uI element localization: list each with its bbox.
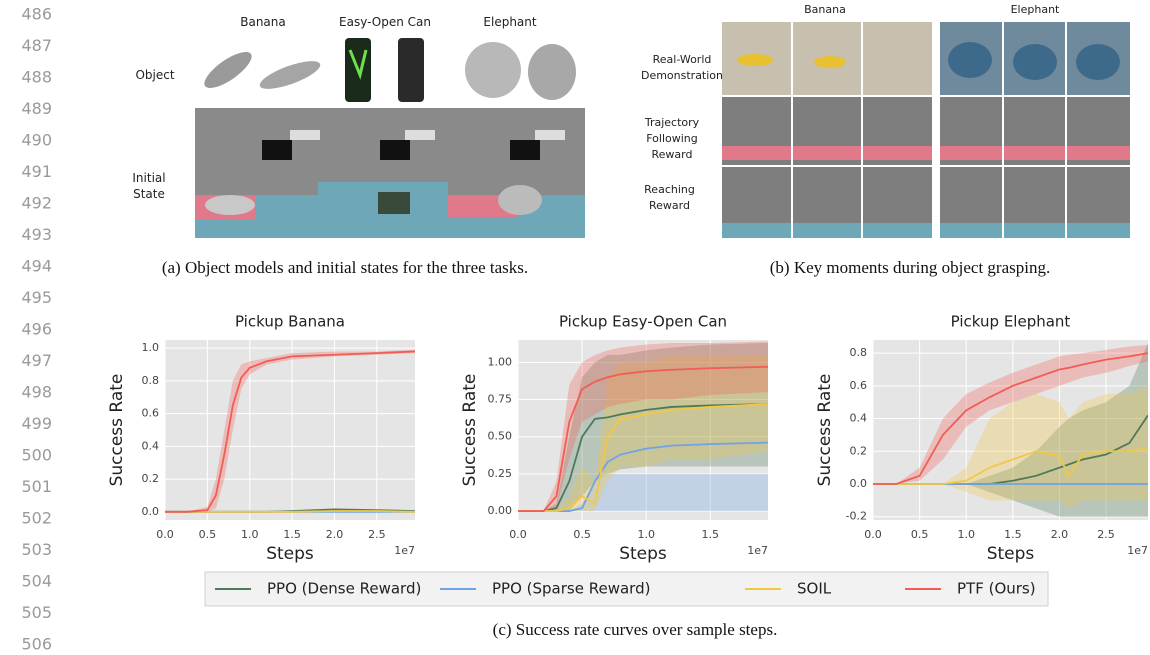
x-tick-label: 0.5 [573, 528, 591, 541]
line-number: 502 [21, 509, 52, 528]
line-number: 493 [21, 225, 52, 244]
y-tick-label: 1.00 [488, 355, 513, 368]
x-offset-label: 1e7 [394, 544, 415, 557]
row-label: Reaching Reward [637, 182, 702, 214]
caption: (c) Success rate curves over sample step… [300, 620, 970, 640]
line-number: 492 [21, 194, 52, 213]
x-offset-label: 1e7 [1127, 544, 1148, 557]
line-number: 499 [21, 414, 52, 433]
legend-label: PTF (Ours) [957, 580, 1036, 598]
y-tick-label: 0.2 [850, 444, 868, 457]
x-tick-label: 2.5 [1097, 528, 1115, 541]
row-label: Initial State [120, 170, 178, 202]
column-label: Banana [228, 14, 298, 30]
line-number: 496 [21, 320, 52, 339]
line-number: 490 [21, 131, 52, 150]
row-label: Real-World Demonstration [637, 52, 727, 84]
y-tick-label: 0.8 [142, 374, 160, 387]
y-tick-label: 0.6 [142, 407, 160, 420]
y-tick-label: 1.0 [142, 341, 160, 354]
y-tick-label: 0.4 [850, 412, 868, 425]
plot-area [165, 340, 415, 520]
line-number: 500 [21, 446, 52, 465]
x-tick-label: 1.5 [702, 528, 720, 541]
x-tick-label: 2.0 [326, 528, 344, 541]
x-axis-label: Steps [619, 544, 667, 564]
y-tick-label: 0.0 [850, 477, 868, 490]
x-axis-label: Steps [266, 544, 314, 564]
chart-title: Pickup Elephant [951, 313, 1071, 331]
line-number: 505 [21, 603, 52, 622]
caption: (a) Object models and initial states for… [100, 258, 590, 278]
x-tick-label: 1.0 [241, 528, 259, 541]
line-number: 488 [21, 68, 52, 87]
legend-label: PPO (Dense Reward) [267, 580, 421, 598]
column-label: Easy-Open Can [330, 14, 440, 30]
legend-label: PPO (Sparse Reward) [492, 580, 650, 598]
line-number: 497 [21, 351, 52, 370]
line-number: 491 [21, 162, 52, 181]
x-offset-label: 1e7 [747, 544, 768, 557]
row-label: Trajectory Following Reward [637, 115, 707, 163]
y-tick-label: 0.8 [850, 346, 868, 359]
line-number: 503 [21, 540, 52, 559]
y-axis-label: Success Rate [815, 374, 835, 487]
chart-title: Pickup Easy-Open Can [559, 313, 727, 331]
column-label: Elephant [1000, 2, 1070, 18]
x-tick-label: 1.5 [1004, 528, 1022, 541]
line-number: 501 [21, 477, 52, 496]
legend-label: SOIL [797, 580, 832, 598]
y-axis-label: Success Rate [107, 374, 127, 487]
y-tick-label: 0.0 [142, 505, 160, 518]
line-number: 498 [21, 383, 52, 402]
y-tick-label: 0.2 [142, 472, 160, 485]
column-label: Elephant [470, 14, 550, 30]
x-tick-label: 1.0 [957, 528, 975, 541]
y-axis-label: Success Rate [460, 374, 480, 487]
figure: 486 487 488 489 490 491 492 493 494 495 496 497 498 4… [0, 0, 1150, 655]
line-number: 489 [21, 99, 52, 118]
y-tick-label: 0.25 [488, 467, 513, 480]
grasp-images [722, 22, 1130, 238]
y-tick-label: 0.6 [850, 379, 868, 392]
line-number: 506 [21, 635, 52, 654]
x-tick-label: 0.0 [156, 528, 174, 541]
x-tick-label: 1.5 [283, 528, 301, 541]
caption: (b) Key moments during object grasping. [680, 258, 1140, 278]
x-tick-label: 0.5 [199, 528, 217, 541]
line-number: 487 [21, 36, 52, 55]
line-number: 486 [21, 5, 52, 24]
y-tick-label: 0.4 [142, 439, 160, 452]
x-tick-label: 2.5 [368, 528, 386, 541]
x-tick-label: 0.5 [911, 528, 929, 541]
y-tick-label: 0.75 [488, 393, 513, 406]
y-tick-label: 0.50 [488, 430, 513, 443]
line-number: 494 [21, 257, 52, 276]
line-number: 504 [21, 572, 52, 591]
y-tick-label: 0.00 [488, 504, 513, 517]
line-number: 495 [21, 288, 52, 307]
page: 486 487 488 489 490 491 492 493 494 495 496 497 498 4… [0, 0, 1150, 655]
x-tick-label: 1.0 [637, 528, 655, 541]
x-tick-label: 0.0 [864, 528, 882, 541]
object-images [199, 38, 576, 102]
row-label: Object [120, 67, 190, 83]
y-tick-label: -0.2 [846, 510, 867, 523]
initial-state-images [195, 108, 585, 238]
x-axis-label: Steps [987, 544, 1035, 564]
column-label: Banana [790, 2, 860, 18]
chart-title: Pickup Banana [235, 313, 345, 331]
x-tick-label: 2.0 [1051, 528, 1069, 541]
x-tick-label: 0.0 [509, 528, 527, 541]
